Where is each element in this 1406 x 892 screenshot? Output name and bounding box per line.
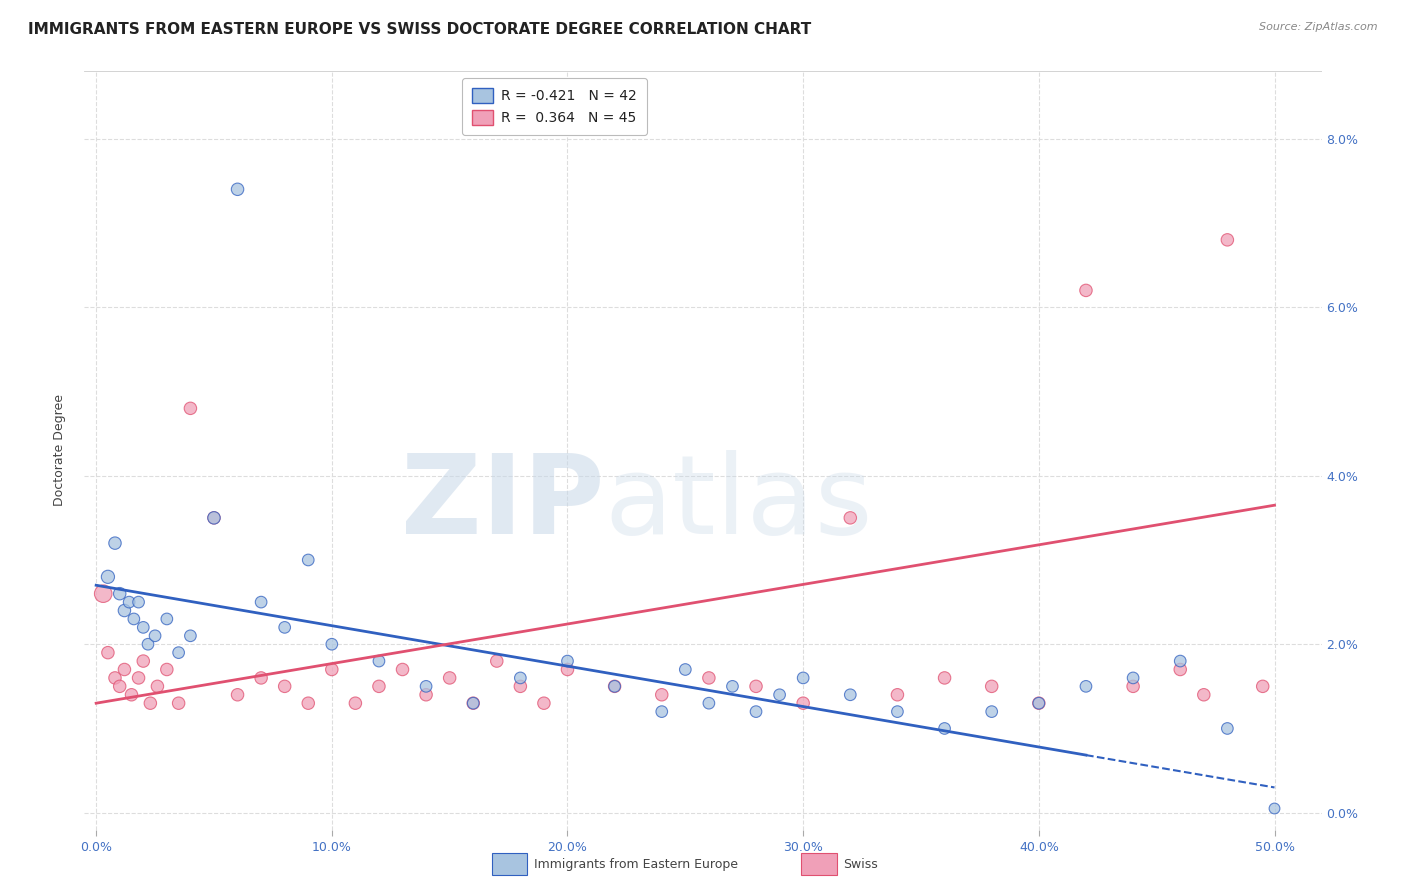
Point — [108, 587, 131, 601]
Point — [136, 637, 159, 651]
Point — [97, 570, 120, 584]
Point — [415, 679, 437, 693]
Point — [273, 679, 295, 693]
Text: Source: ZipAtlas.com: Source: ZipAtlas.com — [1260, 22, 1378, 32]
Point — [108, 679, 131, 693]
Point — [980, 705, 1002, 719]
Point — [839, 688, 862, 702]
Point — [1216, 722, 1239, 736]
Point — [768, 688, 790, 702]
Point — [344, 696, 367, 710]
Point — [1192, 688, 1215, 702]
Legend: R = -0.421   N = 42, R =  0.364   N = 45: R = -0.421 N = 42, R = 0.364 N = 45 — [463, 78, 647, 135]
Point — [721, 679, 744, 693]
Point — [603, 679, 626, 693]
Point — [1251, 679, 1274, 693]
Point — [651, 688, 673, 702]
Point — [697, 671, 720, 685]
Point — [97, 646, 120, 660]
Point — [226, 688, 249, 702]
Point — [463, 696, 485, 710]
Point — [1122, 671, 1144, 685]
Point — [112, 603, 135, 617]
Point — [128, 671, 150, 685]
Point — [886, 688, 908, 702]
Point — [886, 705, 908, 719]
Point — [745, 705, 768, 719]
Point — [603, 679, 626, 693]
Y-axis label: Doctorate Degree: Doctorate Degree — [52, 394, 66, 507]
Point — [250, 671, 273, 685]
Point — [934, 671, 956, 685]
Point — [128, 595, 150, 609]
Point — [104, 536, 127, 550]
Point — [112, 663, 135, 677]
Point — [143, 629, 166, 643]
Point — [1168, 654, 1191, 668]
Point — [485, 654, 508, 668]
Point — [179, 629, 201, 643]
Point — [167, 696, 190, 710]
Point — [321, 637, 343, 651]
Text: IMMIGRANTS FROM EASTERN EUROPE VS SWISS DOCTORATE DEGREE CORRELATION CHART: IMMIGRANTS FROM EASTERN EUROPE VS SWISS … — [28, 22, 811, 37]
Point — [745, 679, 768, 693]
Point — [557, 654, 579, 668]
Point — [118, 595, 141, 609]
Point — [368, 679, 391, 693]
Point — [533, 696, 555, 710]
Point — [980, 679, 1002, 693]
Point — [673, 663, 696, 677]
Point — [391, 663, 413, 677]
Point — [1028, 696, 1050, 710]
Point — [1028, 696, 1050, 710]
Point — [1168, 663, 1191, 677]
Point — [1263, 801, 1285, 815]
Point — [934, 722, 956, 736]
Point — [202, 511, 225, 525]
Text: Swiss: Swiss — [844, 858, 879, 871]
Point — [839, 511, 862, 525]
Point — [415, 688, 437, 702]
Text: atlas: atlas — [605, 450, 873, 557]
Point — [792, 696, 814, 710]
Point — [509, 679, 531, 693]
Point — [179, 401, 201, 416]
Point — [146, 679, 169, 693]
Point — [104, 671, 127, 685]
Point — [156, 612, 179, 626]
Point — [132, 654, 155, 668]
Point — [463, 696, 485, 710]
Point — [132, 620, 155, 634]
Point — [1122, 679, 1144, 693]
Point — [439, 671, 461, 685]
Point — [250, 595, 273, 609]
Point — [509, 671, 531, 685]
Point — [697, 696, 720, 710]
Point — [226, 182, 249, 196]
Point — [122, 612, 145, 626]
Point — [139, 696, 162, 710]
Point — [321, 663, 343, 677]
Point — [297, 696, 319, 710]
Point — [202, 511, 225, 525]
Point — [273, 620, 295, 634]
Point — [297, 553, 319, 567]
Point — [792, 671, 814, 685]
Point — [156, 663, 179, 677]
Point — [167, 646, 190, 660]
Point — [1216, 233, 1239, 247]
Point — [91, 587, 114, 601]
Point — [1074, 284, 1097, 298]
Point — [368, 654, 391, 668]
Point — [121, 688, 143, 702]
Point — [651, 705, 673, 719]
Text: ZIP: ZIP — [401, 450, 605, 557]
Point — [1074, 679, 1097, 693]
Point — [557, 663, 579, 677]
Text: Immigrants from Eastern Europe: Immigrants from Eastern Europe — [534, 858, 738, 871]
